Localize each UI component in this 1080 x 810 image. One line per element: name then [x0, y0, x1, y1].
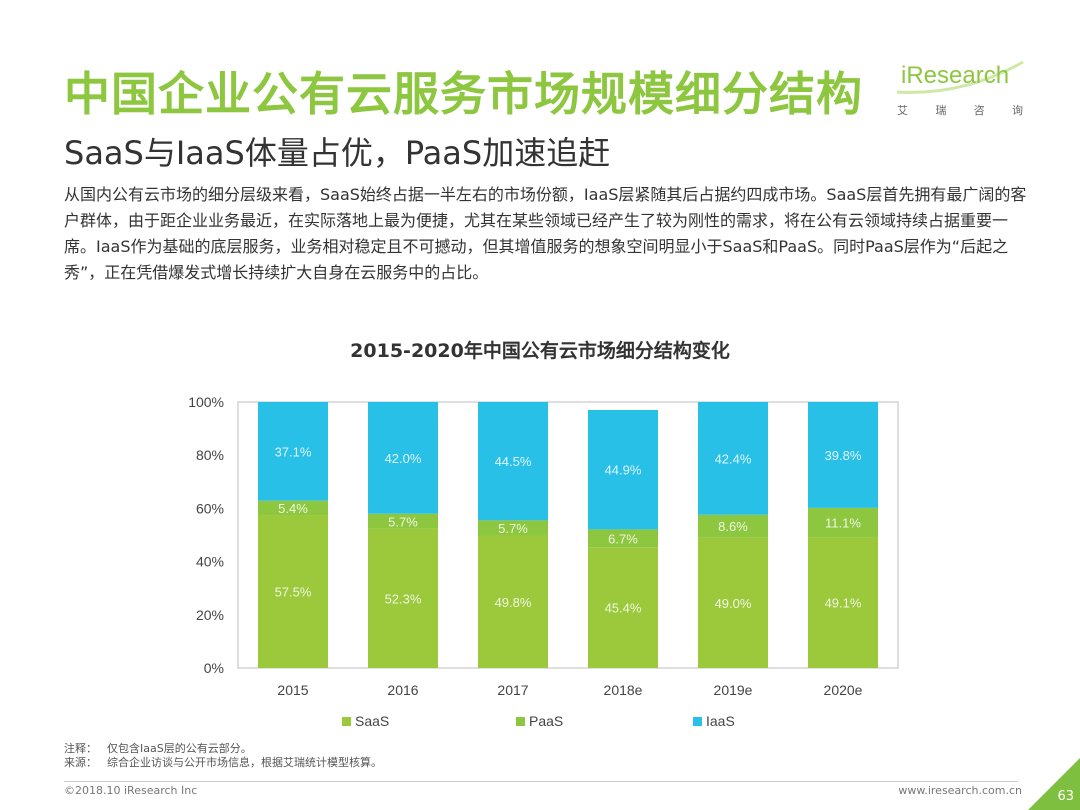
bar-segment-paas	[368, 513, 438, 529]
bar-segment-saas	[698, 537, 768, 668]
logo-char: 询	[1011, 104, 1023, 117]
data-label: 44.9%	[605, 463, 642, 478]
y-tick-label: 60%	[196, 500, 224, 516]
bar-segment-saas	[808, 537, 878, 668]
x-tick-label: 2019e	[714, 682, 753, 698]
legend-label: IaaS	[706, 713, 735, 729]
chart-title: 2015-2020年中国公有云市场细分结构变化	[350, 340, 730, 362]
y-tick-label: 20%	[196, 607, 224, 623]
bar-segment-iaas	[588, 409, 658, 530]
logo-word: iResearch	[901, 62, 1010, 89]
source-text: 综合企业访谈与公开市场信息，根据艾瑞统计模型核算。	[107, 756, 382, 769]
bar-segment-iaas	[258, 402, 328, 501]
data-label: 5.4%	[278, 501, 308, 516]
bar-segment-iaas	[478, 402, 548, 521]
data-label: 49.1%	[825, 596, 862, 611]
data-label: 42.4%	[715, 451, 752, 466]
summary-paragraph: 从国内公有云市场的细分层级来看，SaaS始终占据一半左右的市场份额，IaaS层紧…	[64, 185, 1027, 282]
data-label: 5.7%	[388, 514, 418, 529]
website-link[interactable]: www.iresearch.com.cn	[898, 784, 1022, 797]
plot-frame	[237, 401, 899, 669]
data-label: 39.8%	[825, 448, 862, 463]
bar-segment-saas	[258, 515, 328, 668]
data-label: 49.0%	[715, 596, 752, 611]
data-label: 6.7%	[608, 531, 638, 546]
legend-swatch	[516, 717, 525, 726]
logo-char: 艾	[897, 104, 908, 117]
bar-segment-iaas	[698, 402, 768, 515]
bar-segment-saas	[478, 535, 548, 668]
x-tick-label: 2016	[387, 682, 418, 698]
x-tick-label: 2018e	[604, 682, 643, 698]
footer-divider	[64, 781, 1018, 782]
page-corner-decoration	[1028, 758, 1080, 810]
y-tick-label: 40%	[196, 554, 224, 570]
bar-segment-paas	[808, 507, 878, 538]
bar-segment-paas	[588, 529, 658, 548]
page-subtitle: SaaS与IaaS体量占优，PaaS加速追赶	[64, 134, 611, 172]
data-label: 44.5%	[495, 454, 532, 469]
y-tick-label: 0%	[204, 660, 224, 676]
bar-segment-saas	[368, 528, 438, 668]
y-tick-label: 80%	[196, 447, 224, 463]
logo-subtext: 艾 瑞 咨 询	[897, 102, 1023, 118]
page-number: 63	[1057, 789, 1074, 804]
x-tick-label: 2020e	[824, 682, 863, 698]
data-label: 49.8%	[495, 595, 532, 610]
source-label: 来源：	[64, 756, 97, 769]
bar-segment-iaas	[808, 402, 878, 508]
iresearch-logo: iResearch 艾 瑞 咨 询	[893, 58, 1028, 126]
chart-notes: 注释： 仅包含IaaS层的公有云部分。 来源： 综合企业访谈与公开市场信息，根据…	[64, 742, 382, 770]
legend-swatch	[693, 717, 702, 726]
legend-label: PaaS	[529, 713, 563, 729]
logo-char: 瑞	[935, 104, 947, 117]
data-label: 52.3%	[385, 591, 422, 606]
bar-segment-paas	[258, 500, 328, 516]
data-label: 11.1%	[825, 516, 861, 531]
x-tick-label: 2015	[277, 682, 308, 698]
data-label: 37.1%	[275, 444, 312, 459]
data-label: 5.7%	[498, 521, 528, 536]
bar-segment-paas	[478, 520, 548, 536]
copyright-text: ©2018.10 iResearch Inc	[64, 784, 198, 797]
bar-segment-saas	[588, 547, 658, 668]
legend-swatch	[342, 717, 351, 726]
data-label: 8.6%	[718, 519, 748, 534]
data-label: 57.5%	[275, 585, 312, 600]
bar-segment-iaas	[368, 402, 438, 514]
page-title: 中国企业公有云服务市场规模细分结构	[64, 67, 863, 121]
note-text: 仅包含IaaS层的公有云部分。	[107, 742, 252, 755]
note-label: 注释：	[64, 742, 97, 755]
logo-char: 咨	[973, 104, 985, 117]
x-tick-label: 2017	[497, 682, 528, 698]
data-label: 45.4%	[605, 601, 642, 616]
y-tick-label: 100%	[188, 394, 224, 410]
legend-label: SaaS	[355, 713, 389, 729]
data-label: 42.0%	[385, 451, 422, 466]
logo-swoosh-icon	[896, 60, 1024, 94]
bar-segment-paas	[698, 514, 768, 538]
